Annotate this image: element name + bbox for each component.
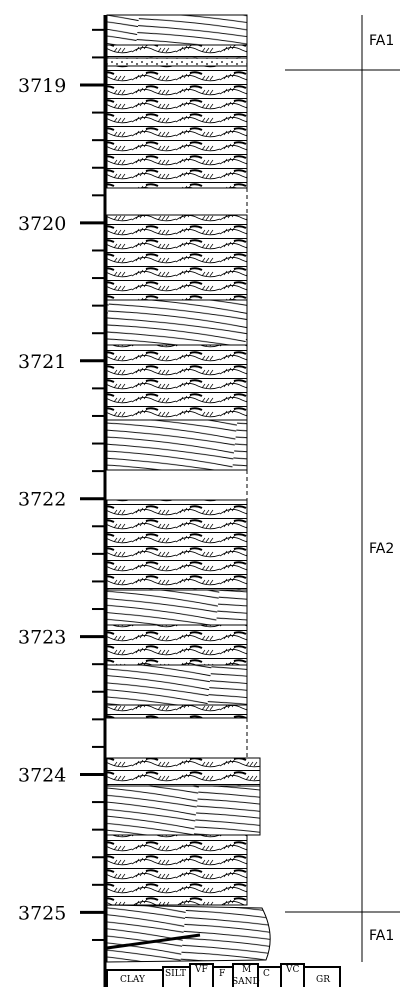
bed	[106, 214, 248, 301]
bed	[106, 624, 248, 666]
mud-drape	[106, 933, 201, 950]
grain-label: VC	[285, 965, 299, 975]
bed	[106, 785, 261, 836]
grain-box	[303, 966, 341, 987]
depth-label: 3724	[18, 765, 66, 787]
grain-label: M	[242, 965, 251, 975]
grain-label: CLAY	[120, 975, 146, 985]
bed	[106, 704, 248, 719]
bed	[106, 14, 248, 46]
bed	[106, 57, 248, 67]
bed	[106, 299, 248, 346]
grain-label: SILT	[165, 969, 186, 979]
depth-label: 3722	[18, 489, 66, 511]
depth-label: 3720	[18, 213, 66, 235]
bed	[106, 65, 248, 189]
bed	[106, 44, 248, 59]
grain-label: GR	[316, 975, 330, 985]
facies-label: FA1	[369, 33, 394, 49]
depth-label: 3721	[18, 351, 66, 373]
bed	[106, 834, 248, 906]
facies-label: FA1	[369, 928, 394, 944]
grain-label: VF	[194, 965, 208, 975]
bed	[106, 757, 261, 787]
depth-label: 3723	[18, 627, 66, 649]
bed	[106, 499, 248, 591]
depth-label: 3725	[18, 902, 66, 924]
facies-label: FA2	[369, 541, 394, 557]
bed	[106, 664, 248, 706]
bed	[106, 419, 248, 471]
grain-label: F	[219, 969, 225, 979]
bed	[106, 589, 248, 626]
depth-label: 3719	[18, 75, 66, 97]
grain-label: C	[263, 969, 270, 979]
bed	[106, 904, 271, 963]
grain-group: SAND	[232, 977, 260, 987]
bed	[106, 344, 248, 421]
